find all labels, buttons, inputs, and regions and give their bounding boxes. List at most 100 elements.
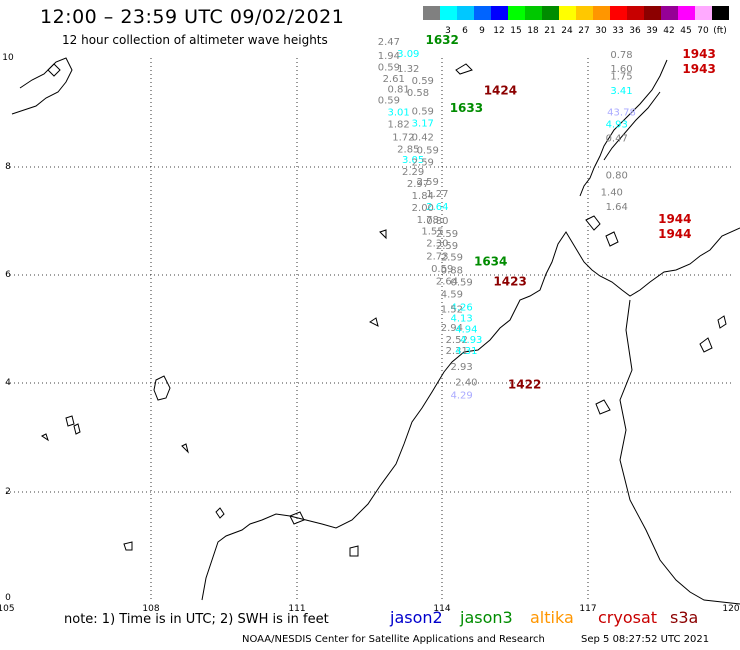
- legend-swatch: [525, 6, 542, 20]
- swh-value-label: 2.59: [412, 157, 434, 168]
- island-small-7: [181, 443, 189, 454]
- swh-value-label: 0.58: [407, 88, 429, 99]
- swh-value-label: 1.94: [378, 51, 400, 62]
- legend-label: 33: [612, 26, 624, 36]
- coast-palawan-2: [603, 91, 661, 161]
- island-small-13: [379, 229, 387, 240]
- swh-value-label: 3.09: [397, 49, 419, 60]
- legend-swatch: [610, 6, 627, 20]
- swh-value-label: 2.93: [450, 362, 472, 373]
- island-small-10: [717, 315, 727, 329]
- lon-tick-label: 108: [142, 604, 159, 614]
- swh-value-label: 2.59: [417, 177, 439, 188]
- swh-value-label: 0.59: [450, 278, 472, 289]
- island-small-2: [41, 433, 49, 442]
- swh-value-label: 4.31: [455, 346, 477, 357]
- legend-label: 39: [646, 26, 658, 36]
- island-phu-quoc: [47, 63, 61, 77]
- legend-swatch: [593, 6, 610, 20]
- island-small-11: [699, 337, 713, 353]
- island-small-1: [65, 415, 75, 427]
- lon-tick-label: 117: [579, 604, 596, 614]
- pass-time-label: 1944: [658, 227, 691, 241]
- pass-time-label: 1422: [508, 378, 541, 392]
- swh-value-label: 4.93: [460, 335, 482, 346]
- island-small-14: [289, 511, 305, 525]
- legend-swatch: [440, 6, 457, 20]
- swh-value-label: 2.85: [397, 144, 419, 155]
- swh-value-label: 2.64: [426, 202, 448, 213]
- pass-time-label: 1633: [450, 101, 483, 115]
- swh-value-label: 1.75: [610, 72, 632, 83]
- legend-swatch: [423, 6, 440, 20]
- lon-tick-label: 114: [433, 604, 450, 614]
- legend-unit: (ft): [713, 26, 727, 36]
- legend-label: 36: [629, 26, 641, 36]
- swh-value-label: 4.26: [450, 303, 472, 314]
- swh-value-label: 4.94: [455, 324, 477, 335]
- swh-value-label: 4.13: [450, 313, 472, 324]
- swh-value-label: 0.59: [378, 63, 400, 74]
- island-small-12: [595, 399, 611, 415]
- legend-swatch: [559, 6, 576, 20]
- island-small-6: [215, 507, 225, 519]
- coastlines: [11, 57, 740, 605]
- lat-tick-label: 6: [5, 270, 11, 280]
- page-subtitle: 12 hour collection of altimeter wave hei…: [62, 33, 328, 47]
- coast-vietnam: [11, 57, 73, 115]
- swh-value-label: 2.40: [455, 377, 477, 388]
- legend-swatch: [695, 6, 712, 20]
- lon-tick-label: 120: [722, 604, 739, 614]
- island-small-5: [349, 545, 359, 557]
- legend-swatch: [678, 6, 695, 20]
- island-small-9: [369, 317, 379, 327]
- swh-value-label: 0.59: [431, 264, 453, 275]
- swh-value-label: 2.30: [426, 239, 448, 250]
- mission-s3a: s3a: [670, 608, 699, 627]
- swh-value-label: 3.05: [402, 155, 424, 166]
- swh-value-label: 0.59: [378, 96, 400, 107]
- pass-time-label: 1943: [682, 47, 715, 61]
- pass-time-label: 1944: [658, 212, 691, 226]
- pass-time-label: 1632: [425, 33, 458, 47]
- legend-label: 21: [544, 26, 556, 36]
- lat-ticks: 0 2 4 6 8 10: [2, 53, 14, 603]
- swh-value-label: 0.59: [412, 106, 434, 117]
- lat-tick-label: 4: [5, 378, 11, 388]
- island-banggi: [605, 231, 619, 247]
- legend-label: 18: [527, 26, 539, 36]
- swh-value-label: 2.97: [407, 179, 429, 190]
- pass-time-label: 1424: [484, 83, 517, 97]
- legend-label: 70: [697, 26, 709, 36]
- legend-swatch: [508, 6, 525, 20]
- swh-value-label: 1.55: [421, 227, 443, 238]
- lat-tick-label: 0: [5, 593, 11, 603]
- island-small-3: [73, 423, 81, 435]
- legend-label: 27: [578, 26, 590, 36]
- credit-line: NOAA/NESDIS Center for Satellite Applica…: [242, 634, 545, 645]
- swh-value-label: 0.47: [606, 134, 628, 145]
- swh-value-label: 2.52: [446, 335, 468, 346]
- legend-label: 45: [680, 26, 692, 36]
- swh-value-label: 1.27: [426, 189, 448, 200]
- coast-borneo: [201, 227, 740, 601]
- legend-swatch: [542, 6, 559, 20]
- swh-value-label: 2.29: [402, 167, 424, 178]
- lat-tick-label: 10: [2, 53, 14, 63]
- coast-palawan: [579, 59, 668, 197]
- swh-value-label: 4.59: [441, 290, 463, 301]
- island-natuna: [153, 375, 171, 401]
- swh-value-label: 0.80: [426, 216, 448, 227]
- generated-timestamp: Sep 5 08:27:52 UTC 2021: [581, 634, 710, 645]
- swh-value-label: 4.29: [450, 390, 472, 401]
- swh-value-label: 1.40: [601, 188, 623, 199]
- swh-value-label: 43.78: [607, 108, 636, 119]
- swh-value-label: 2.00: [412, 203, 434, 214]
- lat-tick-label: 8: [5, 162, 11, 172]
- swh-value-label: 0.88: [441, 266, 463, 277]
- swh-value-label: 2.73: [426, 252, 448, 263]
- swh-value-label: 2.31: [446, 346, 468, 357]
- swh-value-label: 1.72: [392, 132, 414, 143]
